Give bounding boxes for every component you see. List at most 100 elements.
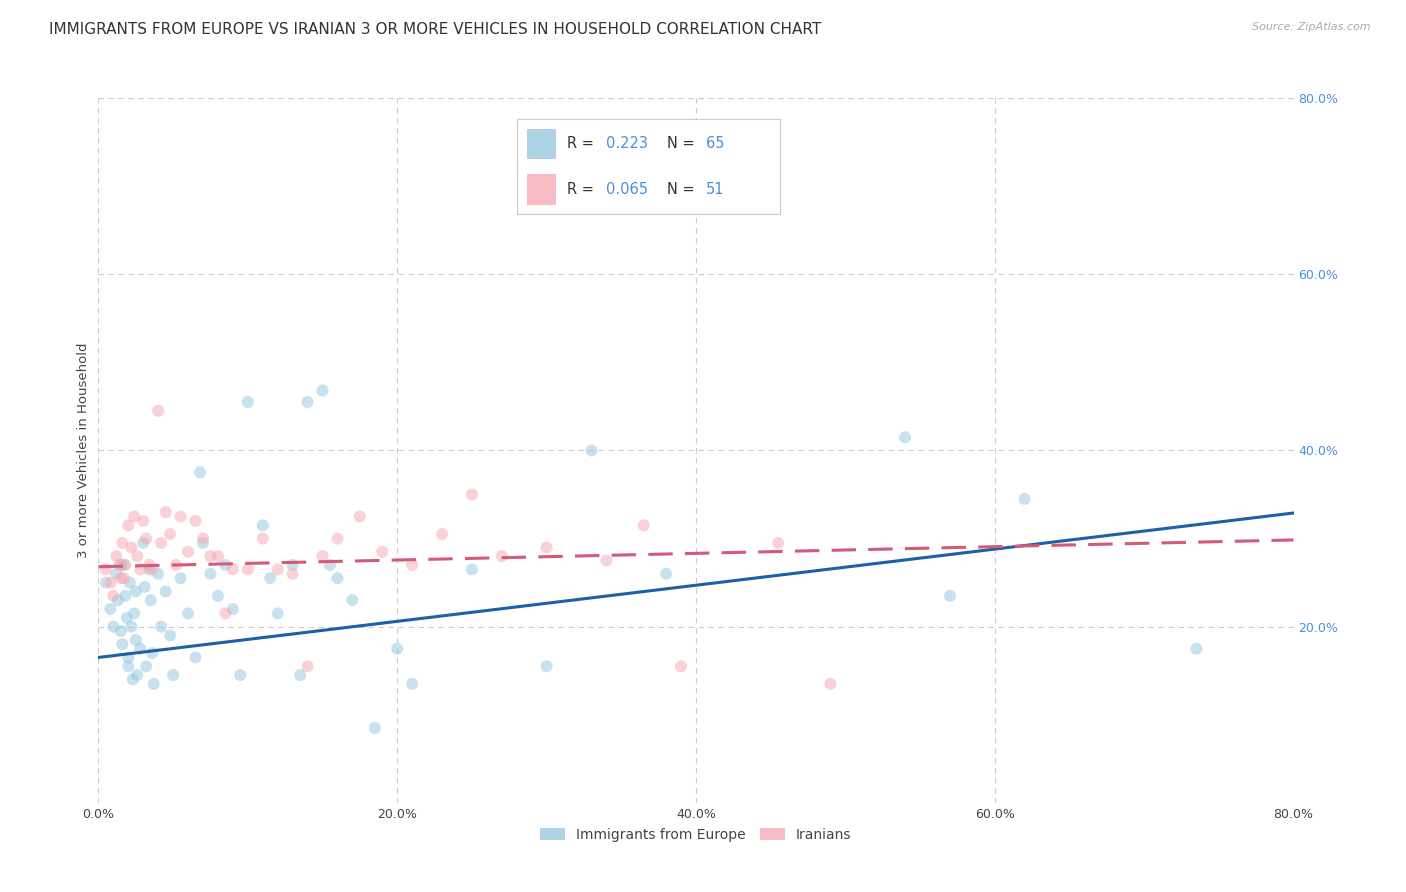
Point bbox=[121, 673, 143, 687]
Point bbox=[191, 536, 214, 550]
Point bbox=[108, 558, 131, 572]
Point bbox=[135, 659, 157, 673]
Point bbox=[115, 611, 138, 625]
Point bbox=[200, 566, 222, 581]
Point bbox=[1014, 491, 1036, 506]
Point bbox=[267, 607, 290, 621]
Point bbox=[103, 589, 125, 603]
Point bbox=[595, 553, 617, 567]
Point bbox=[94, 575, 117, 590]
Point bbox=[120, 619, 142, 633]
Point bbox=[236, 562, 259, 576]
Point bbox=[125, 584, 148, 599]
Point bbox=[110, 558, 132, 572]
Point bbox=[120, 541, 142, 555]
Point bbox=[125, 632, 148, 647]
Point bbox=[430, 527, 453, 541]
Point bbox=[138, 558, 160, 572]
Point bbox=[112, 558, 135, 572]
Point bbox=[162, 668, 184, 682]
Point bbox=[159, 527, 181, 541]
Point bbox=[139, 593, 162, 607]
Point bbox=[766, 536, 789, 550]
Point bbox=[138, 562, 160, 576]
Point bbox=[177, 607, 200, 621]
Point bbox=[297, 395, 319, 409]
Point bbox=[184, 650, 207, 665]
Point bbox=[894, 430, 917, 444]
Point bbox=[98, 602, 122, 616]
Point bbox=[105, 566, 128, 581]
Point bbox=[669, 659, 692, 673]
Point bbox=[141, 562, 163, 576]
Point bbox=[214, 558, 236, 572]
Point bbox=[129, 641, 152, 656]
Point bbox=[536, 541, 558, 555]
Point bbox=[281, 566, 304, 581]
Point bbox=[491, 549, 513, 564]
Y-axis label: 3 or more Vehicles in Household: 3 or more Vehicles in Household bbox=[77, 343, 90, 558]
Point bbox=[98, 575, 122, 590]
Point bbox=[364, 721, 387, 735]
Point bbox=[229, 668, 252, 682]
Point bbox=[141, 646, 163, 660]
Point bbox=[150, 536, 173, 550]
Point bbox=[117, 659, 139, 673]
Point bbox=[655, 566, 678, 581]
Point bbox=[127, 668, 149, 682]
Point bbox=[252, 518, 274, 533]
Point bbox=[267, 562, 290, 576]
Point bbox=[110, 571, 132, 585]
Point bbox=[207, 589, 229, 603]
Text: Source: ZipAtlas.com: Source: ZipAtlas.com bbox=[1253, 22, 1371, 32]
Point bbox=[581, 443, 603, 458]
Point bbox=[94, 562, 117, 576]
Point bbox=[252, 532, 274, 546]
Point bbox=[169, 509, 191, 524]
Point bbox=[326, 532, 349, 546]
Point bbox=[150, 619, 173, 633]
Point bbox=[124, 607, 146, 621]
Point bbox=[401, 677, 423, 691]
Point bbox=[127, 549, 149, 564]
Point bbox=[259, 571, 281, 585]
Point bbox=[155, 505, 177, 519]
Text: IMMIGRANTS FROM EUROPE VS IRANIAN 3 OR MORE VEHICLES IN HOUSEHOLD CORRELATION CH: IMMIGRANTS FROM EUROPE VS IRANIAN 3 OR M… bbox=[49, 22, 821, 37]
Point bbox=[110, 624, 132, 638]
Point bbox=[169, 571, 191, 585]
Point bbox=[142, 677, 165, 691]
Point bbox=[326, 571, 349, 585]
Point bbox=[105, 549, 128, 564]
Point bbox=[129, 562, 152, 576]
Point bbox=[297, 659, 319, 673]
Point bbox=[188, 466, 211, 480]
Point bbox=[714, 188, 737, 202]
Point bbox=[111, 536, 134, 550]
Point bbox=[159, 628, 181, 642]
Point bbox=[311, 549, 333, 564]
Point bbox=[177, 545, 200, 559]
Point bbox=[165, 558, 187, 572]
Point bbox=[401, 558, 423, 572]
Point bbox=[319, 558, 342, 572]
Point bbox=[118, 575, 141, 590]
Point bbox=[107, 593, 129, 607]
Point bbox=[281, 558, 304, 572]
Point bbox=[536, 659, 558, 673]
Point bbox=[461, 562, 484, 576]
Legend: Immigrants from Europe, Iranians: Immigrants from Europe, Iranians bbox=[533, 821, 859, 848]
Point bbox=[385, 641, 409, 656]
Point bbox=[349, 509, 371, 524]
Point bbox=[148, 404, 170, 418]
Point bbox=[311, 384, 333, 398]
Point bbox=[236, 395, 259, 409]
Point bbox=[820, 677, 842, 691]
Point bbox=[342, 593, 364, 607]
Point bbox=[461, 487, 484, 501]
Point bbox=[112, 571, 135, 585]
Point bbox=[288, 668, 311, 682]
Point bbox=[132, 536, 155, 550]
Point bbox=[222, 562, 245, 576]
Point bbox=[103, 619, 125, 633]
Point bbox=[135, 532, 157, 546]
